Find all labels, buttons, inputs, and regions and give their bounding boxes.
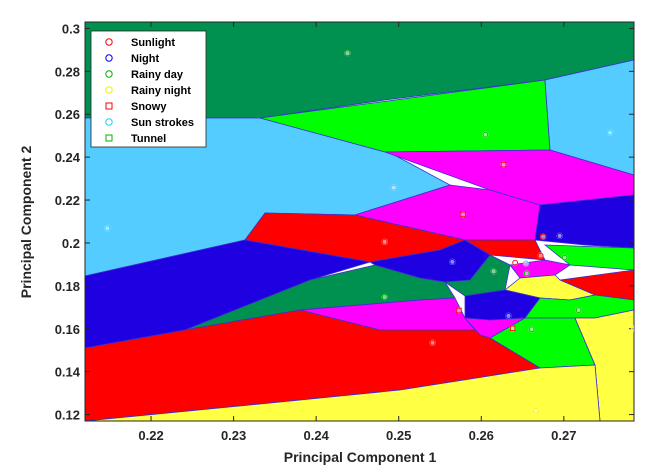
y-axis-label: Principal Component 2 [18, 146, 34, 299]
y-tick-label: 0.26 [55, 107, 80, 122]
legend-label-sun-strokes: Sun strokes [131, 117, 194, 129]
point-tunnel [381, 294, 388, 300]
y-tick-label: 0.22 [55, 193, 80, 208]
region-snowy-small [509, 259, 572, 279]
point-sunlight [512, 259, 518, 266]
point-halo-tunnel [490, 268, 497, 275]
point-tunnel [344, 50, 351, 56]
legend-label-rainy-day: Rainy day [131, 69, 184, 81]
point-sunlight [429, 339, 436, 346]
legend-marker-sun-strokes [105, 118, 113, 126]
point-halo-snowy [455, 307, 463, 314]
point-night [556, 233, 563, 239]
point-night [449, 258, 456, 265]
y-tick-label: 0.12 [55, 408, 80, 423]
point-rainy-day [523, 270, 530, 277]
y-tick-label: 0.24 [55, 150, 81, 165]
legend-label-rainy-night: Rainy night [131, 85, 191, 97]
point-night [505, 313, 512, 319]
point-tunnel [490, 268, 497, 275]
y-tick-label: 0.16 [55, 322, 80, 337]
point-snowy [500, 161, 507, 168]
x-tick-label: 0.25 [386, 428, 411, 443]
decision-regions [85, 22, 634, 421]
y-tick-label: 0.3 [62, 21, 80, 36]
legend-marker-rainy-day [105, 70, 113, 78]
region-sunstrokes-right [544, 59, 634, 176]
legend-marker-snowy [105, 102, 113, 110]
region-rainynight-bottom [85, 364, 601, 421]
y-tick-label: 0.2 [62, 236, 80, 251]
point-halo-snowy [509, 325, 516, 332]
point-sun-strokes [523, 260, 529, 267]
point-snowy [509, 325, 516, 332]
point-snowy [540, 233, 546, 240]
legend-marker-tunnel [105, 134, 113, 142]
point-rainy-night [532, 407, 539, 414]
x-tick-label: 0.27 [551, 428, 576, 443]
point-halo-snowy [459, 211, 467, 218]
plot-frame [84, 21, 635, 422]
legend: Sunlight Night Rainy day Rainy night Snowy Su… [90, 30, 207, 148]
point-rainy-day [561, 254, 568, 261]
point-snowy [460, 211, 466, 218]
point-rainy-night [631, 325, 634, 332]
legend-label-night: Night [131, 53, 159, 65]
legend-marker-sunlight [105, 38, 113, 46]
x-tick-label: 0.26 [469, 428, 494, 443]
x-axis-label: Principal Component 1 [284, 449, 437, 465]
legend-label-tunnel: Tunnel [131, 133, 166, 145]
x-tick-label: 0.23 [221, 428, 246, 443]
legend-marker-night [105, 54, 113, 62]
x-tick-label: 0.22 [138, 428, 163, 443]
y-tick-label: 0.18 [55, 279, 80, 294]
x-tick-label: 0.24 [304, 428, 330, 443]
point-snowy [456, 307, 462, 314]
point-halo-tunnel [344, 49, 351, 57]
legend-label-snowy: Snowy [131, 101, 167, 113]
point-halo-snowy [500, 161, 507, 168]
data-points [104, 49, 634, 414]
point-rainy-day [575, 307, 582, 313]
point-sun-strokes [104, 225, 111, 232]
point-rainy-day [528, 326, 535, 333]
legend-label-sunlight: Sunlight [131, 37, 175, 49]
point-halo-snowy [539, 233, 547, 240]
point-sunlight [537, 252, 544, 259]
y-ticks: 0.12 0.14 0.16 0.18 0.2 0.22 0.24 0.26 0.28 0.3 [55, 21, 634, 423]
point-halo-tunnel [381, 293, 388, 301]
point-sunlight [381, 239, 388, 245]
point-rainy-day [482, 131, 489, 138]
point-sun-strokes [607, 129, 613, 136]
y-tick-label: 0.14 [55, 365, 81, 380]
y-tick-label: 0.28 [55, 64, 80, 79]
legend-box [90, 30, 207, 148]
legend-marker-rainy-night [105, 86, 113, 94]
x-ticks: 0.22 0.23 0.24 0.25 0.26 0.27 [138, 22, 576, 443]
point-halo-rainy-night [630, 325, 634, 332]
point-sun-strokes [390, 184, 397, 191]
